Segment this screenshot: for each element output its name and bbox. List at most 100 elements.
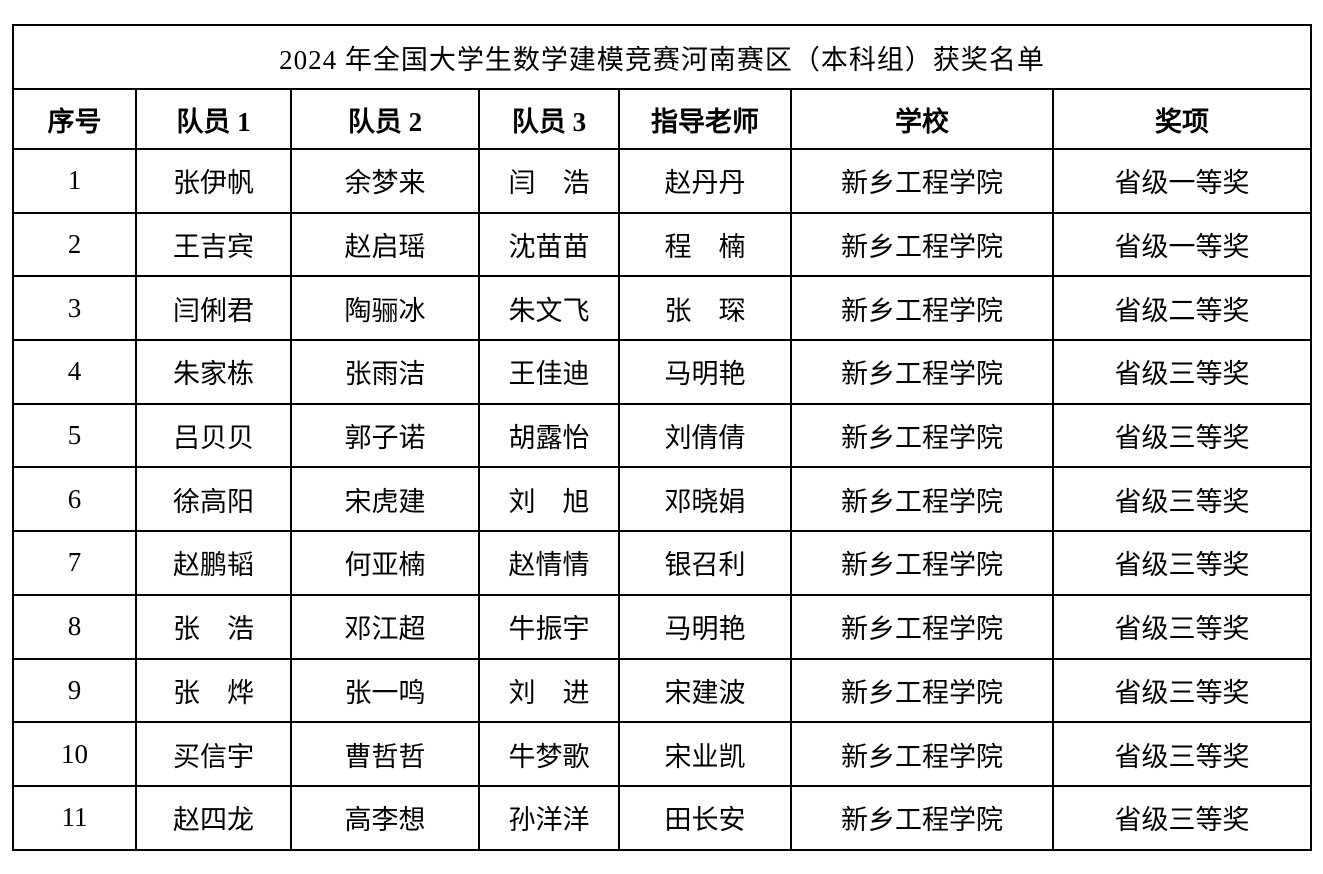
award-cell: 省级三等奖	[1051, 466, 1313, 533]
advisor-cell: 赵丹丹	[618, 148, 792, 214]
advisor-cell: 程 楠	[618, 211, 792, 278]
member2-cell: 高李想	[290, 784, 480, 851]
member1-cell: 闫俐君	[135, 275, 292, 342]
advisor-cell: 银召利	[618, 530, 792, 596]
school-cell: 新乡工程学院	[790, 721, 1054, 787]
advisor-cell: 宋业凯	[618, 721, 792, 787]
member3-cell: 闫 浩	[478, 148, 620, 214]
row-number-cell: 4	[12, 339, 137, 405]
school-cell: 新乡工程学院	[790, 402, 1054, 469]
member3-cell: 牛振宇	[478, 593, 620, 660]
member1-cell: 吕贝贝	[135, 402, 292, 469]
awards-table: 2024 年全国大学生数学建模竞赛河南赛区（本科组）获奖名单 序号 队员 1 队员 …	[11, 24, 1313, 851]
school-cell: 新乡工程学院	[790, 211, 1054, 278]
school-cell: 新乡工程学院	[790, 784, 1054, 851]
school-cell: 新乡工程学院	[790, 148, 1054, 214]
table-title-row: 2024 年全国大学生数学建模竞赛河南赛区（本科组）获奖名单	[11, 24, 1313, 90]
member3-cell: 牛梦歌	[478, 721, 620, 787]
member2-cell: 余梦来	[290, 148, 480, 214]
row-number-cell: 8	[12, 593, 137, 660]
member1-cell: 赵鹏韬	[135, 530, 292, 596]
member3-cell: 王佳迪	[478, 339, 620, 405]
member3-cell: 孙洋洋	[478, 784, 620, 851]
member2-cell: 邓江超	[290, 593, 480, 660]
column-header-member3: 队员 3	[478, 88, 620, 150]
member2-cell: 宋虎建	[290, 466, 480, 533]
table-row: 6 徐高阳 宋虎建刘 旭邓晓娟 新乡工程学院 省级三等奖	[12, 466, 1313, 533]
award-cell: 省级三等奖	[1051, 657, 1313, 724]
advisor-cell: 张 琛	[618, 275, 792, 342]
school-cell: 新乡工程学院	[790, 466, 1054, 533]
award-cell: 省级二等奖	[1051, 275, 1313, 342]
award-cell: 省级一等奖	[1051, 148, 1313, 214]
advisor-cell: 马明艳	[618, 339, 792, 405]
column-header-advisor: 指导老师	[618, 88, 792, 150]
row-number-cell: 9	[12, 657, 137, 724]
advisor-cell: 田长安	[618, 784, 792, 851]
column-header-school: 学校	[790, 88, 1054, 150]
row-number-cell: 11	[12, 784, 137, 851]
member1-cell: 王吉宾	[135, 211, 292, 278]
table-row: 10 买信宇 曹哲哲 牛梦歌 宋业凯 新乡工程学院 省级三等奖	[12, 721, 1313, 787]
table-header-row: 序号 队员 1 队员 2 队员 3 指导老师 学校 奖项	[12, 88, 1313, 150]
advisor-cell: 刘倩倩	[618, 402, 792, 469]
row-number-cell: 2	[12, 211, 137, 278]
school-cell: 新乡工程学院	[790, 530, 1054, 596]
row-number-cell: 6	[12, 466, 137, 533]
award-cell: 省级三等奖	[1051, 593, 1313, 660]
member3-cell: 胡露怡	[478, 402, 620, 469]
award-cell: 省级三等奖	[1051, 339, 1313, 405]
member3-cell: 赵情情	[478, 530, 620, 596]
member3-cell: 沈苗苗	[478, 211, 620, 278]
table-row: 5 吕贝贝 郭子诺 胡露怡 刘倩倩 新乡工程学院 省级三等奖	[12, 402, 1313, 469]
member2-cell: 赵启瑶	[290, 211, 480, 278]
member1-cell: 徐高阳	[135, 466, 292, 533]
award-cell: 省级三等奖	[1051, 784, 1313, 851]
member2-cell: 张一鸣	[290, 657, 480, 724]
column-header-row-number: 序号	[12, 88, 137, 150]
member2-cell: 郭子诺	[290, 402, 480, 469]
advisor-cell: 马明艳	[618, 593, 792, 660]
advisor-cell: 邓晓娟	[618, 466, 792, 533]
school-cell: 新乡工程学院	[790, 657, 1054, 724]
school-cell: 新乡工程学院	[790, 593, 1054, 660]
column-header-member2: 队员 2	[290, 88, 480, 150]
table-row: 11 赵四龙 高李想 孙洋洋 田长安 新乡工程学院 省级三等奖	[12, 784, 1313, 851]
member1-cell: 赵四龙	[135, 784, 292, 851]
member1-cell: 张 烨	[135, 657, 292, 724]
school-cell: 新乡工程学院	[790, 339, 1054, 405]
table-row: 7 赵鹏韬 何亚楠 赵情情 银召利 新乡工程学院 省级三等奖	[12, 530, 1313, 596]
member1-cell: 张伊帆	[135, 148, 292, 214]
table-row: 2 王吉宾 赵启瑶 沈苗苗程 楠新乡工程学院 省级一等奖	[12, 211, 1313, 278]
row-number-cell: 1	[12, 148, 137, 214]
table-body: 1 张伊帆 余梦来闫 浩赵丹丹 新乡工程学院 省级一等奖 2 王吉宾 赵启瑶 沈苗苗程 楠新乡工…	[12, 148, 1313, 851]
column-header-member1: 队员 1	[135, 88, 292, 150]
member1-cell: 张 浩	[135, 593, 292, 660]
member1-cell: 买信宇	[135, 721, 292, 787]
row-number-cell: 7	[12, 530, 137, 596]
member2-cell: 何亚楠	[290, 530, 480, 596]
school-cell: 新乡工程学院	[790, 275, 1054, 342]
member3-cell: 朱文飞	[478, 275, 620, 342]
row-number-cell: 3	[12, 275, 137, 342]
award-cell: 省级一等奖	[1051, 211, 1313, 278]
award-cell: 省级三等奖	[1051, 402, 1313, 469]
member3-cell: 刘 进	[478, 657, 620, 724]
table-row: 3 闫俐君 陶骊冰 朱文飞张 琛新乡工程学院 省级二等奖	[12, 275, 1313, 342]
row-number-cell: 10	[12, 721, 137, 787]
table-row: 4 朱家栋 张雨洁 王佳迪 马明艳 新乡工程学院 省级三等奖	[12, 339, 1313, 405]
row-number-cell: 5	[12, 402, 137, 469]
column-header-award: 奖项	[1051, 88, 1313, 150]
table-row: 1 张伊帆 余梦来闫 浩赵丹丹 新乡工程学院 省级一等奖	[12, 148, 1313, 214]
advisor-cell: 宋建波	[618, 657, 792, 724]
table-title: 2024 年全国大学生数学建模竞赛河南赛区（本科组）获奖名单	[11, 24, 1313, 90]
member2-cell: 张雨洁	[290, 339, 480, 405]
award-cell: 省级三等奖	[1051, 721, 1313, 787]
member3-cell: 刘 旭	[478, 466, 620, 533]
member2-cell: 陶骊冰	[290, 275, 480, 342]
award-cell: 省级三等奖	[1051, 530, 1313, 596]
member1-cell: 朱家栋	[135, 339, 292, 405]
